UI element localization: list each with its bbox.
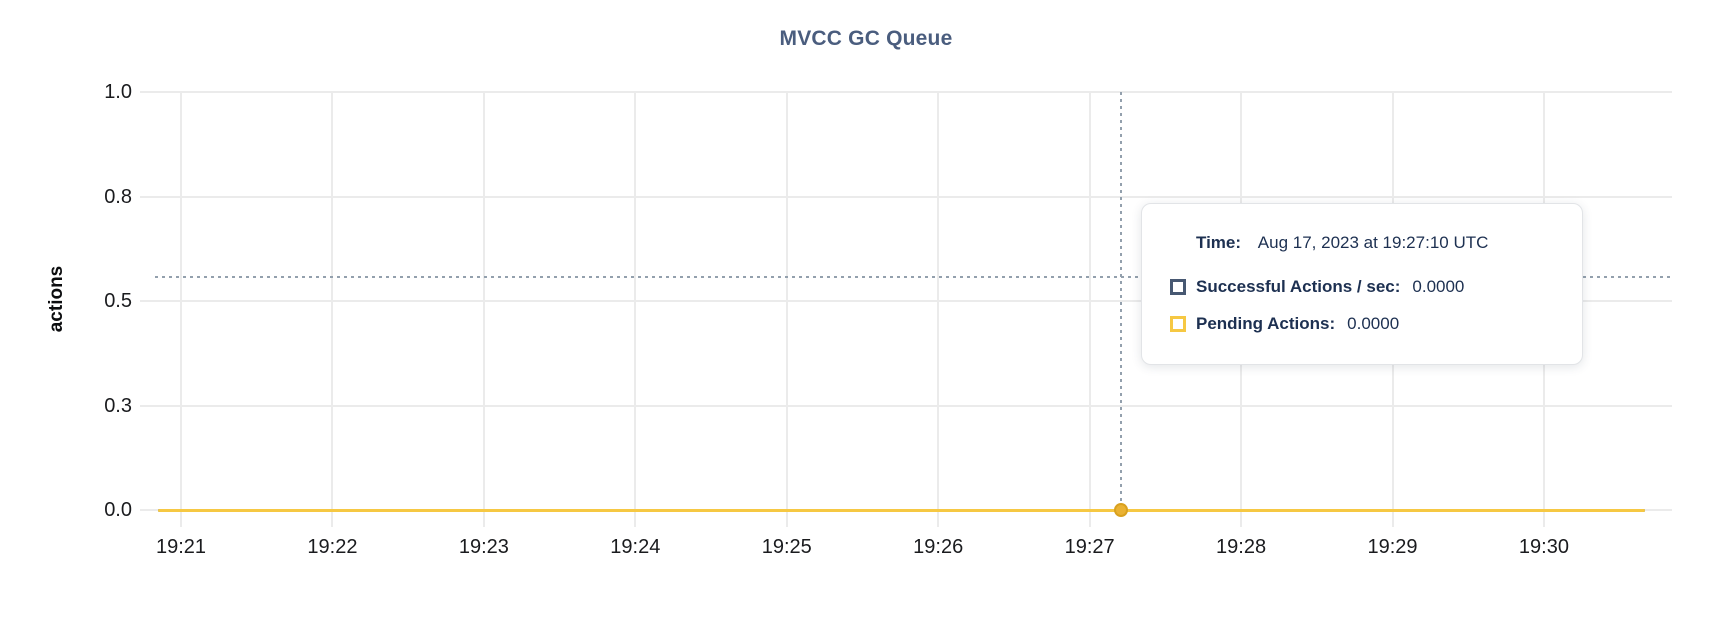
x-tick-label: 19:28 [1216, 536, 1267, 558]
successful-actions-swatch-icon [1170, 279, 1186, 295]
x-tick-label: 19:24 [610, 536, 661, 558]
h-gridline [140, 300, 1672, 302]
v-gridline [1088, 92, 1091, 527]
tooltip-series-row-pending-actions: Pending Actions: 0.0000 [1170, 314, 1558, 334]
series-line-1 [158, 508, 1645, 512]
v-gridline [785, 92, 788, 527]
tooltip-series-label: Successful Actions / sec: [1196, 277, 1401, 296]
tooltip-series-value: 0.0000 [1347, 314, 1400, 333]
tooltip-series-value: 0.0000 [1412, 277, 1465, 296]
y-tick-label: 0.0 [104, 499, 132, 521]
tooltip-series-label: Pending Actions: [1196, 314, 1336, 333]
tooltip-series-row-successful-actions: Successful Actions / sec: 0.0000 [1170, 277, 1558, 297]
v-gridline [634, 92, 637, 527]
tooltip-time-row: Time: Aug 17, 2023 at 19:27:10 UTC [1196, 233, 1558, 253]
crosshair-vertical [1120, 92, 1123, 510]
x-tick-label: 19:29 [1367, 536, 1418, 558]
x-tick-label: 19:25 [761, 536, 812, 558]
h-gridline [140, 91, 1672, 93]
crosshair-horizontal [155, 276, 1672, 279]
v-gridline [331, 92, 334, 527]
hover-point-dot [1114, 503, 1129, 517]
y-tick-label: 0.8 [104, 185, 132, 208]
chart-title: MVCC GC Queue [779, 27, 953, 50]
x-tick-label: 19:22 [307, 536, 358, 558]
x-tick-label: 19:21 [155, 536, 207, 558]
v-gridline [482, 92, 485, 527]
y-tick-label: 0.3 [104, 394, 132, 417]
y-tick-label: 1.0 [104, 81, 132, 103]
h-gridline [140, 404, 1672, 407]
x-tick-label: 19:26 [913, 536, 964, 558]
x-tick-label: 19:23 [458, 536, 509, 558]
x-tick-label: 19:30 [1518, 536, 1569, 558]
tooltip-time-label: Time: [1196, 233, 1242, 252]
h-gridline [140, 195, 1672, 198]
x-tick-label: 19:27 [1064, 536, 1115, 558]
tooltip-time-value: Aug 17, 2023 at 19:27:10 UTC [1257, 233, 1489, 252]
chart-tooltip: Time: Aug 17, 2023 at 19:27:10 UTC Succe… [1141, 203, 1583, 365]
y-tick-label: 0.5 [104, 290, 132, 312]
v-gridline [937, 92, 940, 527]
v-gridline [180, 92, 182, 527]
pending-actions-swatch-icon [1170, 316, 1186, 332]
